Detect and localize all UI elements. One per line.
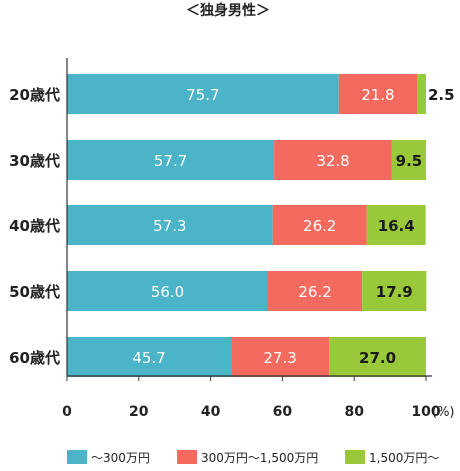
x-tick-label: 60	[273, 404, 293, 420]
x-tick-label: 0	[62, 404, 72, 420]
data-label: 45.7	[132, 349, 165, 367]
legend-swatch	[177, 450, 197, 464]
x-tick-label: 20	[129, 404, 149, 420]
bar-segment	[329, 337, 426, 377]
legend: ～300万円 300万円～1,500万円 1,500万円～	[67, 450, 439, 465]
bar-segment	[231, 337, 330, 377]
category-label: 60歳代	[9, 349, 60, 367]
bar-segment	[417, 74, 426, 114]
data-label: 21.8	[361, 86, 394, 104]
data-label: 57.7	[154, 152, 187, 170]
legend-label: ～300万円	[91, 451, 150, 465]
bar-segment	[338, 74, 418, 114]
bar-segment	[391, 140, 426, 180]
data-label: 9.5	[396, 152, 423, 170]
x-tick-label: 100	[411, 404, 440, 420]
data-label: 26.2	[298, 283, 331, 301]
bar-segment	[67, 271, 269, 311]
data-label: 57.3	[153, 217, 186, 235]
data-label: 27.0	[359, 349, 396, 367]
category-label: 30歳代	[9, 152, 60, 170]
bar-segment	[268, 271, 363, 311]
legend-swatch	[67, 450, 87, 464]
data-label: 2.5	[428, 86, 455, 104]
legend-label: 1,500万円～	[369, 451, 439, 465]
bar-segment	[67, 205, 273, 245]
chart-title: ＜独身男性＞	[186, 2, 270, 19]
data-label: 75.7	[186, 86, 219, 104]
category-label: 50歳代	[9, 283, 60, 301]
axes-group: 0 20 40 60 80 100(%)	[62, 58, 455, 420]
bar-segment	[366, 205, 426, 245]
x-axis-unit: (%)	[432, 405, 455, 420]
bar-segment	[67, 140, 275, 180]
bar-segment	[362, 271, 427, 311]
data-label: 26.2	[303, 217, 336, 235]
bar-segment	[274, 140, 392, 180]
x-tick-label: 80	[344, 404, 364, 420]
data-label: 17.9	[376, 283, 413, 301]
category-label: 40歳代	[9, 217, 60, 235]
legend-label: 300万円～1,500万円	[201, 451, 318, 465]
category-label: 20歳代	[9, 86, 60, 104]
data-label: 56.0	[151, 283, 184, 301]
bar-segment	[272, 205, 367, 245]
x-tick-label: 40	[201, 404, 221, 420]
data-label: 32.8	[316, 152, 349, 170]
data-label: 27.3	[263, 349, 296, 367]
bar-segment	[67, 337, 232, 377]
bars-group: 20歳代 75.7 21.8 2.5 30歳代 57.7 32.8 9.5 40歳代 57.3 26…	[9, 74, 455, 377]
data-label: 16.4	[378, 217, 415, 235]
bar-segment	[67, 74, 339, 114]
legend-swatch	[345, 450, 365, 464]
